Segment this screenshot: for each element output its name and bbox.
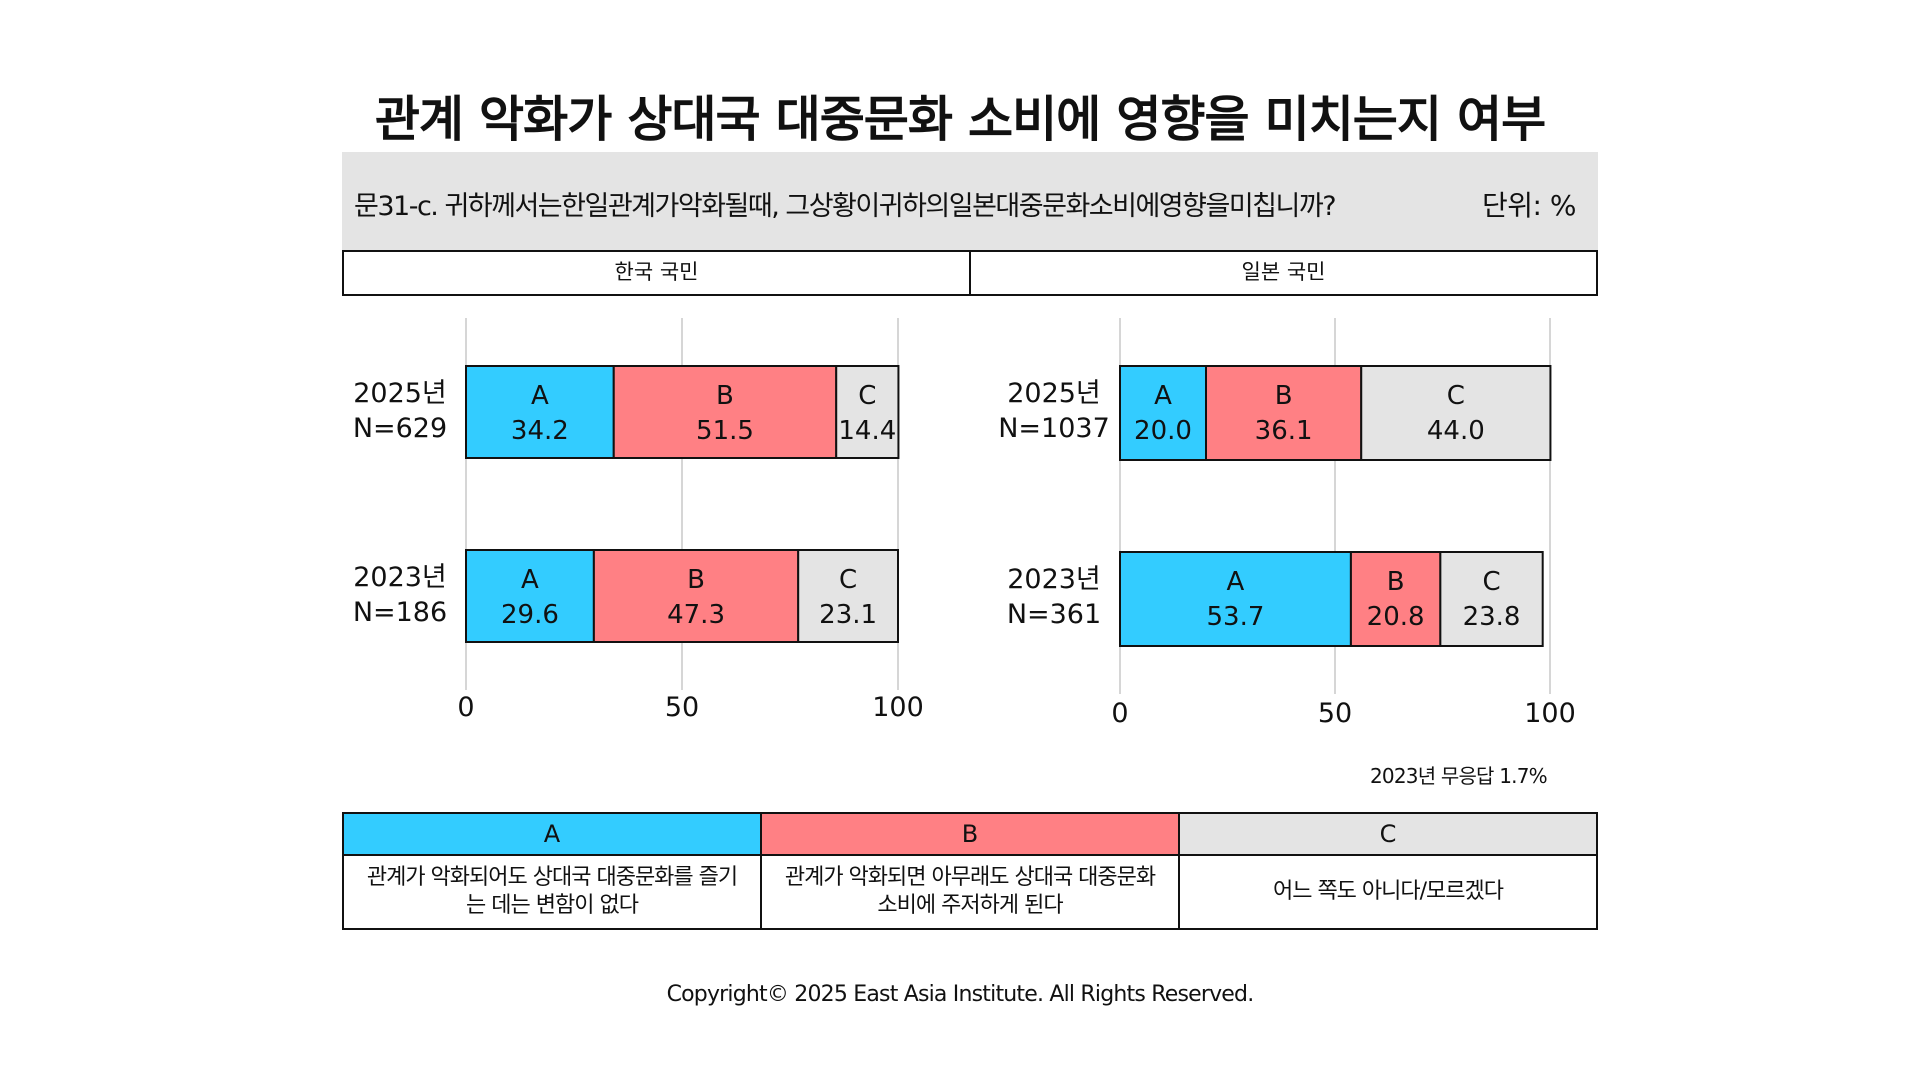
korea-segment-key-label: B [716,381,734,411]
korea-row-n-label: N=629 [353,413,447,444]
korea-segment-key-label: C [858,381,876,411]
japan-segment-value-label: 23.8 [1463,602,1521,632]
panel-header-japan: 일본 국민 [969,252,1596,294]
japan-segment-value-label: 20.8 [1367,602,1425,632]
korea-segment-value-label: 51.5 [696,416,754,446]
korea-segment-value-label: 47.3 [667,600,725,630]
nonresponse-note: 2023년 무응답 1.7% [1370,764,1548,788]
japan-segment-value-label: 53.7 [1207,602,1265,632]
japan-segment-value-label: 20.0 [1134,416,1192,446]
japan-segment-key-label: B [1275,381,1293,411]
korea-bar-segment-c [797,549,900,643]
question-text: 문31-c. 귀하께서는한일관계가악화될때, 그상황이귀하의일본대중문화소비에영… [354,191,1337,222]
korea-tick-label: 0 [457,692,474,723]
japan-segment-key-label: C [1482,567,1500,597]
japan-bar-segment-a [1119,365,1207,461]
japan-bar-segment-c [1439,551,1544,647]
korea-row-year-label: 2023년 [353,562,447,593]
japan-segment-value-label: 36.1 [1255,416,1313,446]
japan-segment-key-label: A [1154,381,1172,411]
korea-row-n-label: N=186 [353,597,447,628]
korea-bar-segment-a [465,365,615,459]
korea-row-year-label: 2025년 [353,378,447,409]
korea-segment-key-label: A [531,381,549,411]
legend-desc-c: 어느 쪽도 아니다/모르겠다 [1272,879,1504,904]
korea-segment-value-label: 29.6 [501,600,559,630]
legend-column-a: A 관계가 악화되어도 상대국 대중문화를 즐기는 데는 변함이 없다 [344,814,760,928]
korea-segment-value-label: 14.4 [838,416,896,446]
korea-segment-key-label: A [521,565,539,595]
legend-key-c: C [1180,814,1596,856]
legend-column-c: C 어느 쪽도 아니다/모르겠다 [1178,814,1596,928]
legend-key-b: B [762,814,1178,856]
japan-tick-label: 0 [1111,698,1128,729]
legend-column-b: B 관계가 악화되면 아무래도 상대국 대중문화 소비에 주저하게 된다 [760,814,1178,928]
unit-label: 단위: % [1482,189,1576,222]
japan-bar-segment-b [1205,365,1363,461]
korea-segment-key-label: B [687,565,705,595]
panel-header-korea: 한국 국민 [614,260,699,284]
japan-segment-key-label: A [1227,567,1245,597]
korea-bar-segment-a [465,549,595,643]
korea-segment-value-label: 23.1 [819,600,877,630]
japan-segment-key-label: B [1387,567,1405,597]
japan-row-year-label: 2025년 [1007,378,1101,409]
panel-headers: 한국 국민 일본 국민 [342,250,1598,296]
question-bar: 문31-c. 귀하께서는한일관계가악화될때, 그상황이귀하의일본대중문화소비에영… [342,152,1598,250]
korea-tick-label: 50 [665,692,699,723]
korea-bar-segment-c [835,365,900,459]
legend-desc-a: 관계가 악화되어도 상대국 대중문화를 즐기는 데는 변함이 없다 [366,865,738,918]
japan-segment-key-label: C [1447,381,1465,411]
korea-bar-segment-b [592,549,800,643]
japan-bar-segment-c [1360,365,1552,461]
korea-bar-segment-b [612,365,838,459]
legend-table: A 관계가 악화되어도 상대국 대중문화를 즐기는 데는 변함이 없다 B 관계… [342,812,1598,930]
legend-desc-b: 관계가 악화되면 아무래도 상대국 대중문화 소비에 주저하게 된다 [784,865,1156,918]
legend-key-a: A [344,814,760,856]
japan-row-n-label: N=1037 [998,413,1110,444]
korea-segment-key-label: C [839,565,857,595]
japan-segment-value-label: 44.0 [1427,416,1485,446]
korea-segment-value-label: 34.2 [511,416,569,446]
japan-row-year-label: 2023년 [1007,564,1101,595]
korea-tick-label: 100 [872,692,924,723]
japan-tick-label: 50 [1318,698,1352,729]
copyright: Copyright© 2025 East Asia Institute. All… [666,982,1255,1007]
japan-row-n-label: N=361 [1007,599,1101,630]
japan-tick-label: 100 [1524,698,1576,729]
chart-title: 관계 악화가 상대국 대중문화 소비에 영향을 미치는지 여부 [374,91,1546,148]
